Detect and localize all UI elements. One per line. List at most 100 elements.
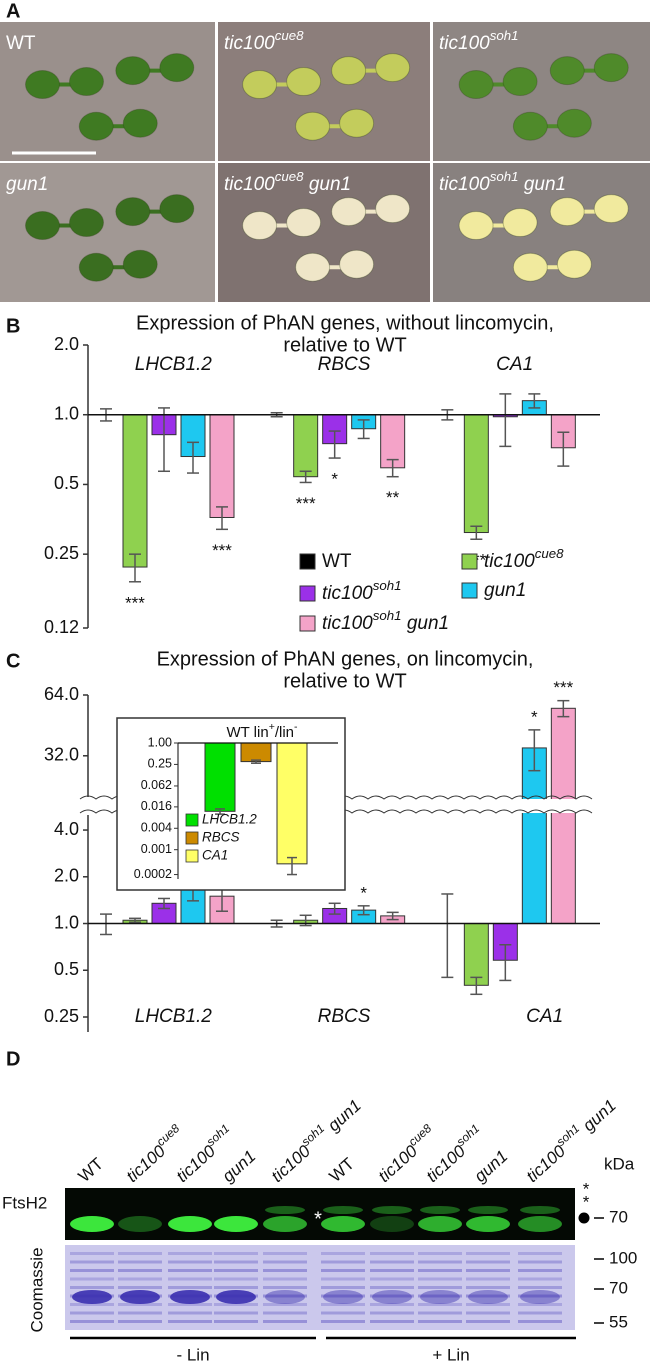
stain-label: Coomassie — [27, 1247, 46, 1332]
label-part: cue8 — [275, 28, 304, 43]
bar — [122, 414, 148, 568]
stain-band — [263, 1286, 307, 1289]
stain-band — [214, 1286, 258, 1289]
bar — [276, 742, 308, 865]
stain-band — [168, 1269, 212, 1272]
stain-band — [466, 1269, 510, 1272]
stain-band — [518, 1286, 562, 1289]
blot-label: FtsH2 — [2, 1193, 47, 1212]
seedling-leaf — [122, 108, 158, 138]
stain-band — [263, 1320, 307, 1323]
stain-band — [466, 1294, 510, 1298]
category-label: RBCS — [318, 1006, 371, 1027]
blot-band — [372, 1206, 412, 1214]
stain — [65, 1245, 575, 1330]
stain-band — [321, 1303, 365, 1306]
stain-band — [168, 1303, 212, 1306]
stain-band — [418, 1269, 462, 1272]
y-tick-label: 4.0 — [54, 819, 79, 839]
label-part: WT — [75, 1154, 107, 1186]
y-tick-label: 0.25 — [44, 1006, 79, 1026]
lane-label: gun1 — [471, 1147, 512, 1186]
stain-band — [518, 1260, 562, 1264]
y-tick-label: 0.0002 — [134, 867, 172, 881]
stain-band — [466, 1286, 510, 1289]
seedling-leaf — [286, 208, 322, 238]
label-part: cue8 — [535, 546, 564, 561]
panel-letter: A — [6, 0, 20, 22]
seedling-leaf — [69, 208, 104, 238]
legend-label: LHCB1.2 — [202, 812, 257, 827]
bar — [463, 414, 489, 534]
label-part: gun1 — [484, 580, 526, 601]
blot-band — [265, 1206, 305, 1214]
stain-band — [418, 1286, 462, 1289]
label-part: soh1 — [490, 28, 519, 43]
label-part: gun1 — [6, 174, 48, 195]
seedling-leaf — [242, 70, 278, 100]
y-tick-label: 0.25 — [44, 543, 79, 563]
stain-band — [118, 1260, 162, 1264]
y-tick-label: 0.016 — [141, 799, 172, 813]
stain-band — [370, 1260, 414, 1264]
stain-band — [321, 1252, 365, 1255]
kda-unit: kDa — [604, 1154, 635, 1173]
y-tick-label: 0.12 — [44, 617, 79, 637]
seedling-leaf — [512, 252, 548, 282]
band-asterisk: * — [583, 1192, 590, 1211]
y-tick-label: 1.0 — [54, 403, 79, 423]
stain-band — [70, 1320, 114, 1323]
stain-band — [214, 1311, 258, 1315]
label-part: tic100 — [322, 583, 373, 604]
stain-band — [370, 1320, 414, 1323]
seedling-leaf — [375, 53, 411, 83]
y-tick-label: 0.5 — [54, 473, 79, 493]
stain-band — [370, 1277, 414, 1281]
seedling-leaf — [25, 70, 60, 100]
stain-band — [120, 1290, 160, 1304]
stain-band — [214, 1260, 258, 1264]
seedling-leaf — [295, 111, 331, 141]
blot-band — [214, 1216, 258, 1232]
stain-band — [420, 1290, 460, 1304]
seedling-leaf — [512, 111, 548, 141]
stain-band — [168, 1311, 212, 1315]
y-tick-label: 0.004 — [141, 821, 172, 835]
stain-band — [518, 1320, 562, 1323]
stain-band — [70, 1311, 114, 1315]
y-tick-label: 32.0 — [44, 745, 79, 765]
seedling-leaf — [458, 211, 494, 241]
stain-band — [518, 1277, 562, 1281]
bar — [240, 742, 272, 763]
seedling-leaf — [502, 67, 538, 97]
stain-band — [321, 1277, 365, 1281]
significance: * — [531, 707, 538, 726]
label-part: cue8 — [406, 1121, 435, 1149]
seedling-leaf — [25, 211, 60, 241]
band-asterisk: * — [583, 1179, 590, 1198]
stain-band — [118, 1311, 162, 1315]
label-part: cue8 — [154, 1121, 183, 1149]
chart-title: Expression of PhAN genes, without lincom… — [136, 312, 554, 334]
photo-label: tic100cue8 — [224, 28, 304, 54]
blot-band — [263, 1216, 307, 1232]
y-tick-label: 0.5 — [54, 959, 79, 979]
seedling-leaf — [122, 249, 158, 279]
label-part: gun1 — [402, 613, 450, 634]
bar — [550, 707, 576, 925]
seedling-leaf — [593, 194, 629, 224]
stain-band — [263, 1277, 307, 1281]
label-part: /lin — [275, 724, 294, 741]
blot-band — [323, 1206, 363, 1214]
category-label: LHCB1.2 — [135, 354, 213, 375]
seedling-leaf — [69, 67, 104, 97]
stain-band — [466, 1277, 510, 1281]
significance: *** — [553, 678, 573, 697]
blot-band — [518, 1216, 562, 1232]
y-tick-label: 0.062 — [141, 778, 172, 792]
stain-band — [370, 1252, 414, 1255]
seedling-leaf — [159, 53, 195, 83]
label-part: tic100 — [439, 174, 490, 195]
seedling-leaf — [242, 211, 278, 241]
label-part: WT — [322, 551, 352, 572]
